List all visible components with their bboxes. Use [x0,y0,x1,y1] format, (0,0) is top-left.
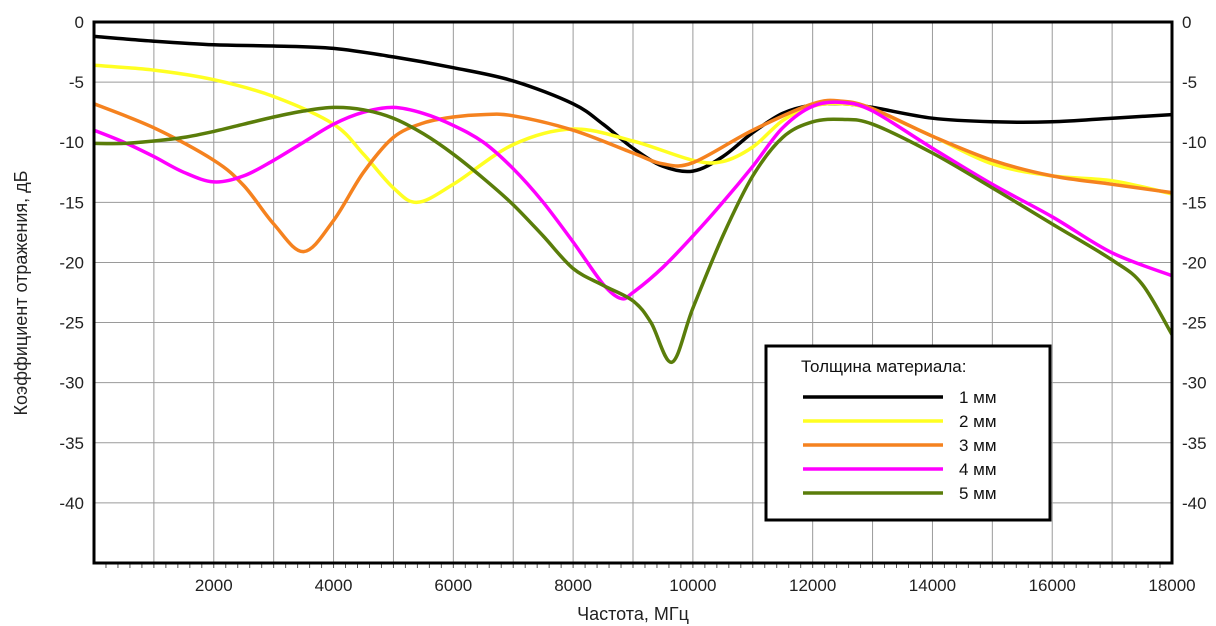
x-tick-labels: 2000 4000 6000 8000 10000 12000 14000 16000 1800… [195,576,1196,595]
y-tick-label-left: -40 [59,494,84,513]
legend: Толщина материала: 1 мм 2 мм 3 мм 4 мм 5 мм [764,344,1052,522]
x-tick-label: 18000 [1148,576,1195,595]
y-tick-label-right: -15 [1182,193,1207,212]
y-axis-title: Коэффициент отражения, дБ [11,171,31,416]
y-tick-label-left: -10 [59,133,84,152]
y-tick-label-right: -5 [1182,73,1197,92]
y-tick-label-right: -30 [1182,374,1207,393]
legend-title: Толщина материала: [801,357,966,376]
series-line-1 [94,34,1172,174]
legend-label-5: 5 мм [959,484,997,503]
series-line-5 [94,105,1172,364]
legend-label-3: 3 мм [959,436,997,455]
y-tick-label-left: -30 [59,374,84,393]
y-tick-label-left: -20 [59,253,84,272]
y-tick-label-right: 0 [1182,13,1191,32]
y-tick-label-left: -35 [59,434,84,453]
legend-items: 1 мм 2 мм 3 мм 4 мм 5 мм [803,388,997,503]
y-tick-label-right: -40 [1182,494,1207,513]
y-tick-label-right: -35 [1182,434,1207,453]
y-tick-label-right: -20 [1182,253,1207,272]
series-lines [94,34,1172,364]
x-tick-label: 8000 [554,576,592,595]
y-tick-label-left: -15 [59,193,84,212]
y-tick-label-left: -25 [59,314,84,333]
x-tick-label: 16000 [1029,576,1076,595]
plot-frame [92,20,1174,565]
x-tick-label: 4000 [315,576,353,595]
legend-label-4: 4 мм [959,460,997,479]
legend-label-1: 1 мм [959,388,997,407]
x-tick-label: 12000 [789,576,836,595]
legend-label-2: 2 мм [959,412,997,431]
legend-box [764,344,1052,522]
x-tick-label: 10000 [669,576,716,595]
x-tick-label: 2000 [195,576,233,595]
y-tick-label-right: -25 [1182,314,1207,333]
x-tick-label: 14000 [909,576,956,595]
y-tick-label-left: 0 [75,13,84,32]
series-line-3 [94,98,1172,254]
x-axis-title: Частота, МГц [577,604,689,624]
series-line-4 [94,100,1172,301]
y-tick-label-right: -10 [1182,133,1207,152]
x-tick-label: 6000 [434,576,472,595]
y-tick-label-left: -5 [69,73,84,92]
y-tick-labels: 0 0 -5 -5 -10 -10 -15 -15 -20 -20 -25 -25 -30 -30 -35 -… [59,13,1206,513]
